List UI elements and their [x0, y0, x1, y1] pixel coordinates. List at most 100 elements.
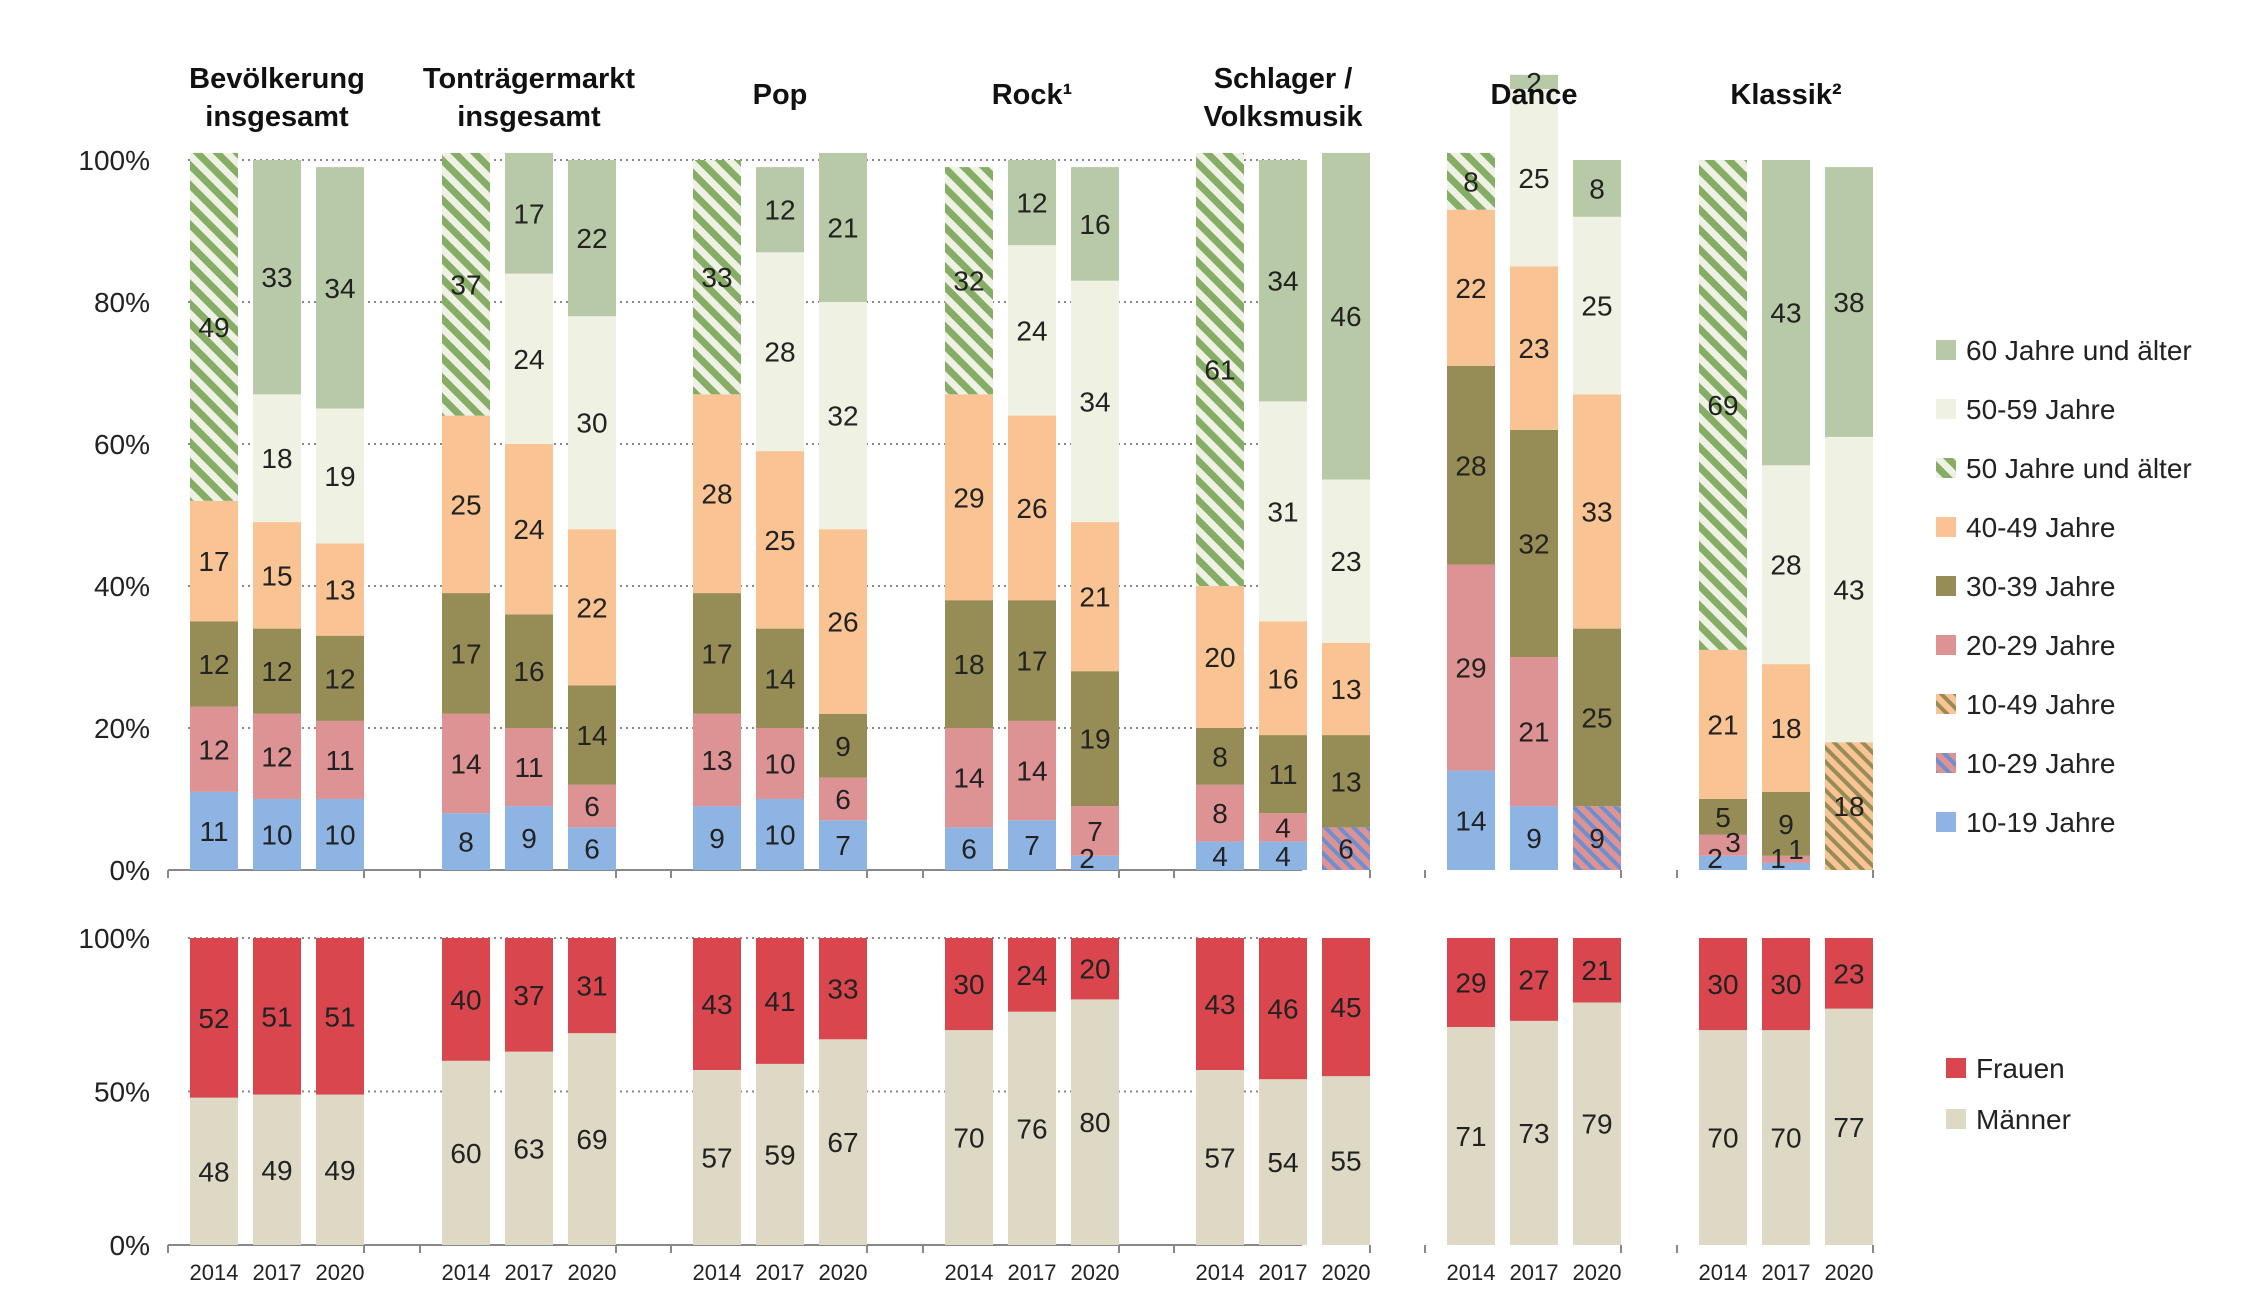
bar-maenner [442, 1060, 490, 1245]
segment-label: 19 [1079, 724, 1110, 755]
bar-segment-a4049 [316, 543, 364, 636]
bar-segment-a3039 [1196, 728, 1244, 785]
bar-segment-a3039 [1573, 628, 1621, 807]
segment-label: 10 [764, 820, 795, 851]
frauen-label: 33 [827, 974, 858, 1005]
segment-label: 22 [576, 223, 607, 254]
bar-maenner [1259, 1079, 1307, 1245]
bar-segment-a3039 [945, 600, 993, 728]
legend-swatch-maenner [1946, 1109, 1966, 1129]
legend-gender: Frauen Männer [1946, 1053, 2071, 1135]
segment-label: 12 [261, 656, 292, 687]
bar-segment-a5059 [1762, 465, 1810, 665]
bar-segment-a60plus [1825, 167, 1873, 437]
maenner-label: 60 [450, 1138, 481, 1169]
bar-maenner [1071, 999, 1119, 1245]
bar-segment-a2029 [1699, 834, 1747, 856]
legend-label: Frauen [1976, 1053, 2065, 1084]
year-label: 2017 [505, 1260, 554, 1285]
legend-swatch-a50plus [1936, 458, 1956, 478]
segment-label: 21 [1707, 709, 1738, 740]
legend-label: 50 Jahre und älter [1966, 453, 2192, 484]
bar-segment-a4049 [1510, 266, 1558, 430]
segment-label: 4 [1275, 812, 1291, 843]
maenner-label: 70 [1707, 1123, 1738, 1154]
frauen-label: 20 [1079, 954, 1110, 985]
segment-label: 17 [198, 546, 229, 577]
bar-segment-a2029 [190, 706, 238, 792]
year-label: 2020 [1825, 1260, 1874, 1285]
segment-label: 32 [953, 266, 984, 297]
segment-label: 25 [1518, 163, 1549, 194]
segment-label: 49 [198, 312, 229, 343]
segment-label: 13 [701, 745, 732, 776]
segment-label: 9 [835, 731, 851, 762]
segment-label: 10 [764, 749, 795, 780]
year-label: 2014 [442, 1260, 491, 1285]
bar-segment-a3039 [505, 614, 553, 728]
bar-segment-a60plus [819, 152, 867, 302]
year-labels: 2014 2017 2020 2014 2017 2020 2014 2017 2020 2014… [190, 1260, 1874, 1285]
y-tick-top: 20% [94, 713, 150, 744]
segment-label: 32 [1518, 528, 1549, 559]
bar-frauen [1762, 938, 1810, 1031]
bar-segment-a60plus [1510, 74, 1558, 89]
segment-label: 43 [1770, 298, 1801, 329]
bar-segment-a4049 [819, 529, 867, 714]
bar-segment-a60plus [1322, 152, 1370, 480]
segment-label: 25 [1581, 291, 1612, 322]
segment-label: 28 [701, 479, 732, 510]
segment-label: 18 [1833, 791, 1864, 822]
segment-label: 4 [1275, 841, 1291, 872]
segment-label: 10 [324, 820, 355, 851]
bar-maenner [253, 1094, 301, 1245]
bar-segment-a50plus [1447, 152, 1495, 210]
bar-segment-a5059 [1259, 401, 1307, 622]
segment-label: 22 [1455, 273, 1486, 304]
bar-frauen [1259, 938, 1307, 1080]
segment-label: 29 [953, 482, 984, 513]
y-tick-bottom: 50% [94, 1077, 150, 1108]
maenner-label: 57 [701, 1143, 732, 1174]
bar-frauen [1573, 938, 1621, 1003]
group-title: Volksmusik [1203, 101, 1363, 133]
bar-segment-a5059 [1825, 436, 1873, 743]
bar-segment-a3039 [253, 628, 301, 714]
bar-segment-a2029 [1510, 657, 1558, 807]
top-chart-bars [190, 74, 1873, 870]
bar-segment-a5059 [819, 302, 867, 530]
bar-maenner [568, 1033, 616, 1245]
bar-segment-a3039 [1322, 735, 1370, 828]
bar-frauen [1699, 938, 1747, 1031]
segment-label: 12 [198, 734, 229, 765]
bar-maenner [1008, 1011, 1056, 1245]
bar-segment-a4049 [1699, 649, 1747, 799]
group-title: Bevölkerung [189, 63, 365, 95]
bar-segment-a3039 [190, 621, 238, 707]
bar-segment-a4049 [1573, 394, 1621, 629]
bar-frauen [693, 938, 741, 1071]
segment-label: 12 [1016, 188, 1047, 219]
bar-segment-a1019 [190, 791, 238, 870]
segment-label: 12 [324, 663, 355, 694]
segment-label: 24 [513, 514, 544, 545]
bar-frauen [1071, 938, 1119, 1000]
segment-label: 46 [1330, 301, 1361, 332]
year-label: 2014 [693, 1260, 742, 1285]
bar-frauen [1196, 938, 1244, 1071]
year-label: 2014 [945, 1260, 994, 1285]
year-label: 2020 [1573, 1260, 1622, 1285]
segment-label: 21 [1079, 582, 1110, 613]
bar-segment-a3039 [1762, 791, 1810, 856]
segment-label: 6 [584, 834, 600, 865]
frauen-label: 51 [324, 1001, 355, 1032]
year-label: 2017 [1510, 1260, 1559, 1285]
group-title: Dance [1490, 79, 1577, 111]
bar-frauen [1447, 938, 1495, 1028]
maenner-label: 48 [198, 1156, 229, 1187]
maenner-label: 67 [827, 1127, 858, 1158]
segment-label: 6 [961, 834, 977, 865]
bar-maenner [945, 1030, 993, 1245]
year-label: 2020 [316, 1260, 365, 1285]
legend-label: Männer [1976, 1104, 2071, 1135]
